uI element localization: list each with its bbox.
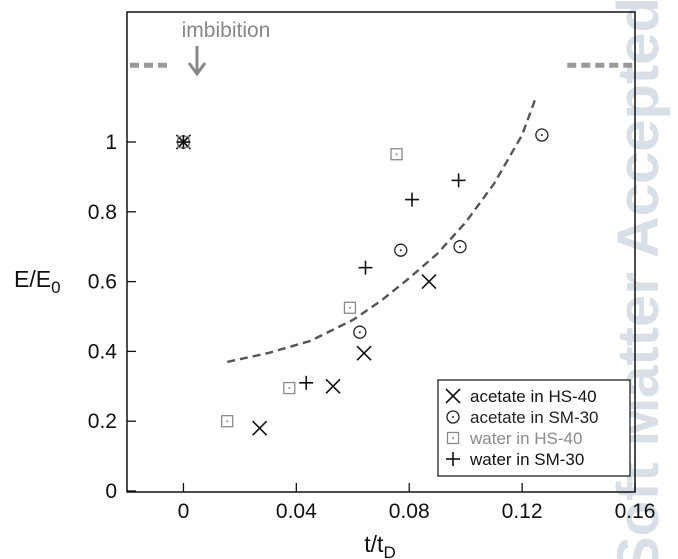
data-points: [175, 128, 549, 436]
plot-frame: [126, 11, 636, 493]
data-point: [405, 192, 420, 207]
legend-marker: [446, 410, 460, 424]
data-point: [390, 148, 403, 161]
imbibition-label: imbibition: [182, 19, 271, 42]
data-point: [353, 325, 367, 339]
legend-box: [437, 379, 631, 477]
x-tick-label: 0.08: [389, 500, 430, 523]
data-point: [535, 128, 549, 142]
legend-label: acetate in SM-30: [470, 408, 599, 427]
data-point: [299, 375, 314, 390]
imbibition-arrow-icon: [187, 46, 207, 77]
axis-ticks: 0 0.04 0.08 0.12 0.16 0 0.2 0.4 0.6 0.8 1: [88, 131, 656, 523]
y-tick-label: 1: [105, 131, 117, 154]
fit-curve-group: [226, 96, 538, 364]
y-tick-label: 0: [105, 480, 117, 503]
y-tick-label: 0.6: [88, 271, 117, 294]
data-point: [451, 173, 466, 188]
y-tick-label: 0.2: [88, 410, 117, 433]
x-tick-label: 0.16: [615, 500, 656, 523]
data-point: [325, 378, 341, 394]
data-point: [283, 381, 296, 395]
legend-marker: [445, 388, 461, 404]
x-tick-label: 0.12: [502, 500, 543, 523]
legend-label: acetate in HS-40: [470, 387, 597, 406]
x-tick-label: 0: [178, 500, 190, 523]
x-axis-label: t/tD: [364, 531, 395, 559]
data-point: [394, 243, 408, 257]
data-point: [176, 135, 191, 149]
y-axis-label: E/E0: [14, 266, 61, 297]
data-point: [421, 274, 437, 290]
legend: acetate in HS-40 acetate in SM-30 water in…: [445, 387, 599, 469]
legend-label: water in SM-30: [469, 450, 584, 469]
x-tick-label: 0.04: [276, 500, 317, 523]
data-point: [343, 301, 357, 314]
data-point: [252, 420, 268, 436]
data-point: [356, 345, 372, 361]
legend-marker: [446, 452, 460, 466]
data-point: [358, 260, 373, 275]
y-tick-label: 0.4: [88, 340, 118, 363]
fit-curve: [226, 96, 538, 364]
data-point: [453, 240, 467, 254]
legend-marker: [446, 431, 460, 445]
legend-label: water in HS-40: [469, 429, 582, 448]
data-point: [221, 415, 234, 428]
y-tick-label: 0.8: [88, 201, 117, 224]
